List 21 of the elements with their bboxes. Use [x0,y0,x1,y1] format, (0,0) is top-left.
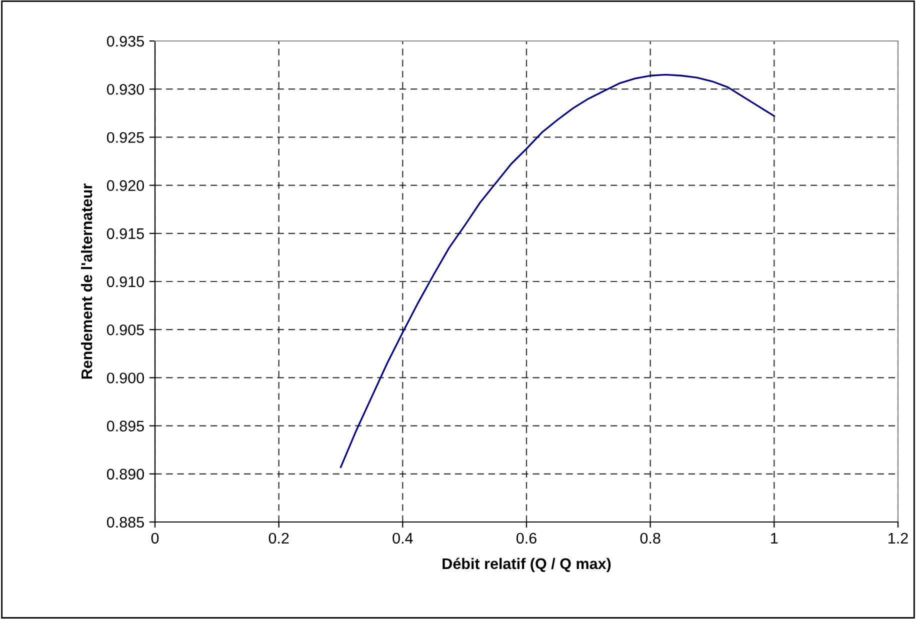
y-tick-label: 0.935 [106,36,144,47]
y-tick-label: 0.895 [106,420,144,432]
y-tick-label: 0.910 [106,276,144,288]
y-tick-label: 0.920 [106,180,144,191]
x-tick-label: 0 [151,532,159,544]
y-tick-label: 0.930 [106,84,144,95]
y-tick-label: 0.900 [106,372,144,384]
line-series [340,74,775,468]
y-axis-title: Rendement de l'alternateur [81,184,92,379]
y-tick-label: 0.925 [106,132,144,143]
y-tick-label: 0.915 [106,228,144,240]
x-tick-label: 0.6 [516,532,536,544]
x-tick-label: 0.4 [392,532,413,544]
y-tick-label: 0.885 [106,516,144,528]
x-axis-title: Débit relatif (Q / Q max) [442,558,611,572]
x-tick-label: 0.8 [640,532,660,544]
y-tick-label: 0.905 [106,324,144,336]
x-tick-label: 1.2 [888,532,908,544]
x-tick-label: 1 [771,532,778,544]
x-tick-label: 0.2 [268,532,289,544]
y-tick-label: 0.890 [106,468,144,480]
